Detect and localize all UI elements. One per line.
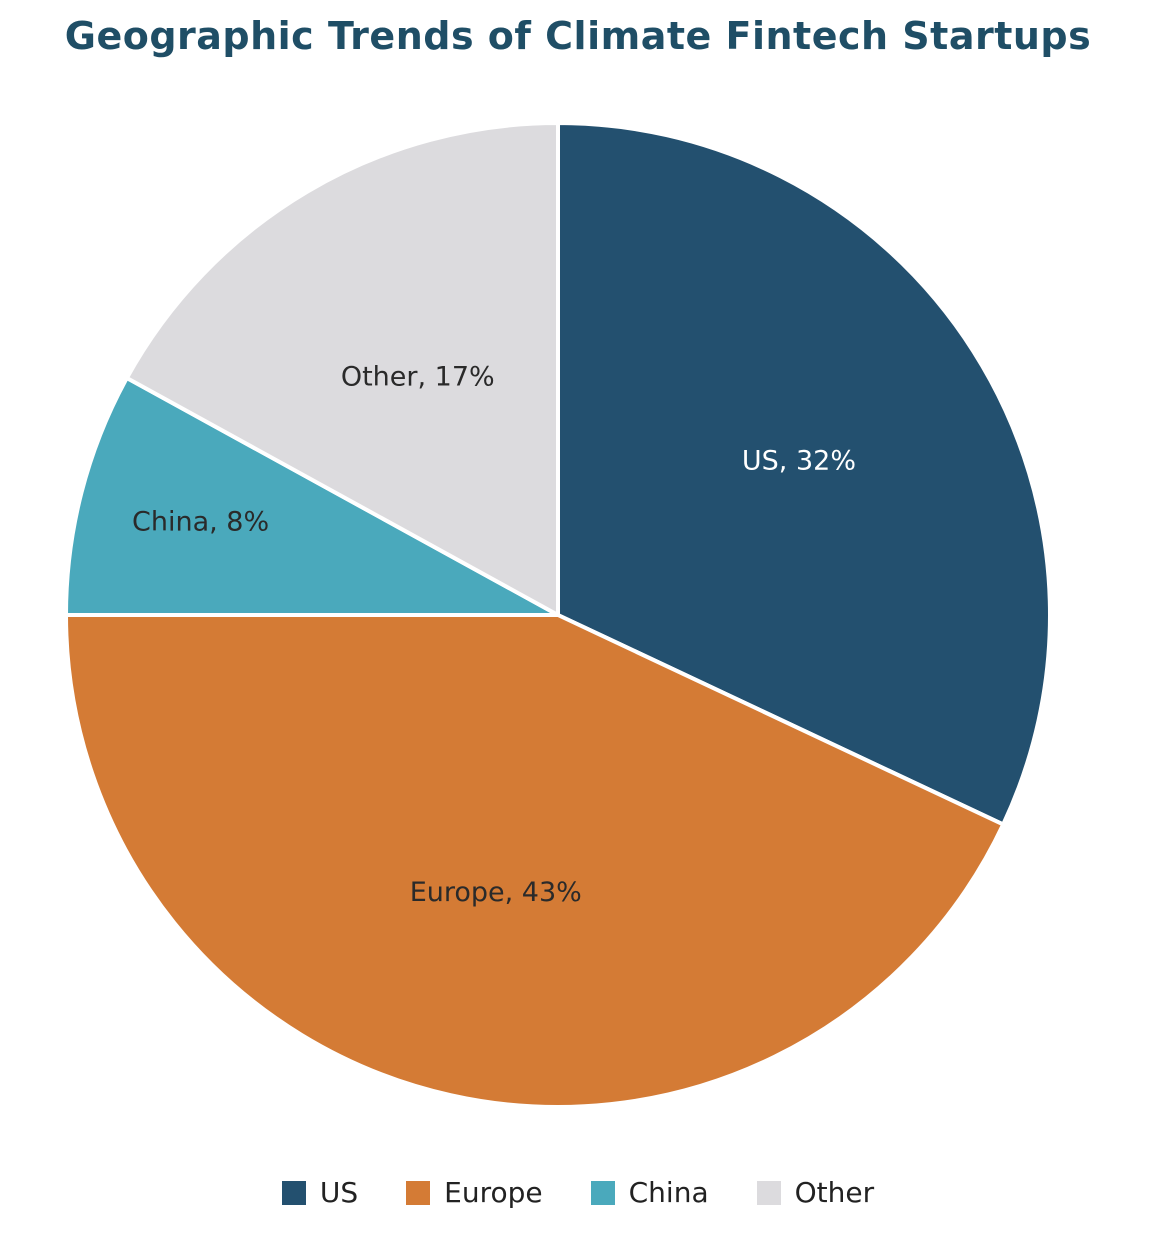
pie-label-us: US, 32% [742, 446, 856, 477]
chart-title: Geographic Trends of Climate Fintech Sta… [64, 14, 1092, 58]
legend-item-other: Other [756, 1176, 875, 1209]
pie-slice-europe [64, 613, 1006, 1109]
pie-label-china: China, 8% [132, 507, 269, 538]
legend: US Europe China Other [0, 1176, 1156, 1209]
legend-label-china: China [628, 1176, 709, 1209]
legend-label-europe: Europe [444, 1176, 543, 1209]
legend-label-us: US [319, 1176, 359, 1209]
pie-slices [64, 121, 1052, 1109]
pie-slice-us [556, 121, 1052, 827]
legend-swatch-china [590, 1180, 615, 1205]
legend-swatch-us [281, 1180, 306, 1205]
pie-chart: US, 32% Europe, 43% China, 8% Other, 17% [64, 121, 1052, 1109]
pie-labels: US, 32% Europe, 43% China, 8% Other, 17% [132, 361, 856, 908]
legend-swatch-other [756, 1180, 781, 1205]
legend-label-other: Other [794, 1176, 875, 1209]
pie-label-other: Other, 17% [341, 361, 495, 392]
legend-item-europe: Europe [406, 1176, 543, 1209]
pie-slice-china [64, 375, 560, 617]
legend-item-us: US [281, 1176, 359, 1209]
legend-swatch-europe [406, 1180, 431, 1205]
pie-label-europe: Europe, 43% [410, 877, 582, 908]
legend-item-china: China [590, 1176, 709, 1209]
pie-slice-other [124, 121, 560, 617]
